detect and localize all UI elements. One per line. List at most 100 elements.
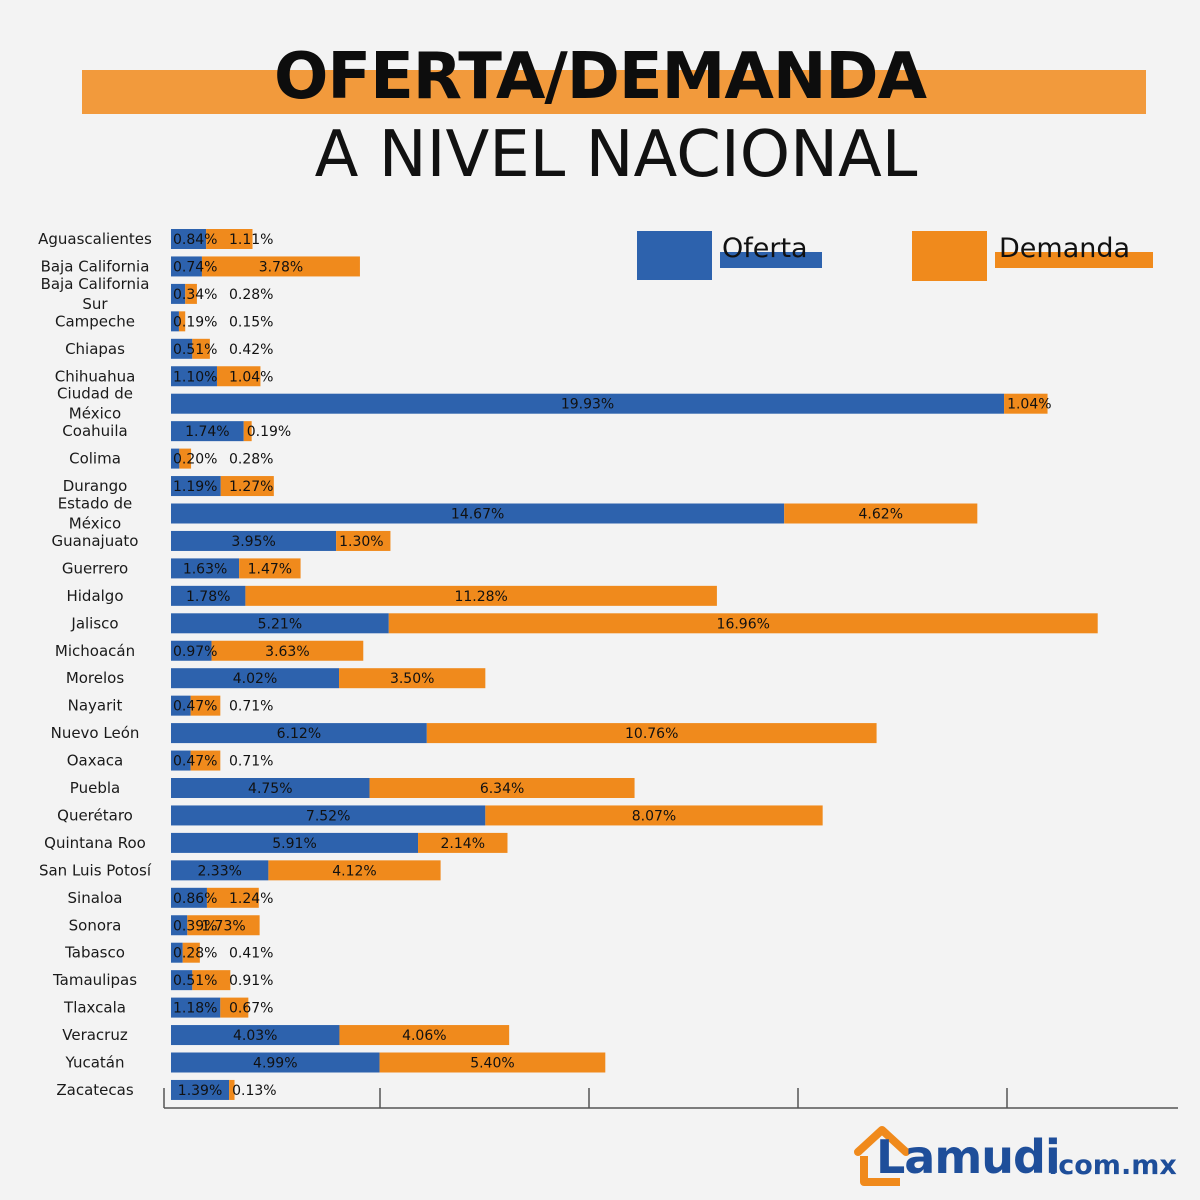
bar-oferta (171, 256, 202, 277)
legend-swatch-oferta (637, 231, 712, 280)
data-label-demanda: 0.67% (229, 1001, 273, 1017)
bar-oferta (171, 530, 337, 551)
bar-demanda (206, 229, 253, 249)
bar-oferta (171, 970, 193, 991)
bar-demanda (185, 283, 197, 304)
bar-oferta (171, 311, 179, 332)
bar-oferta (171, 1052, 380, 1073)
data-label-demanda: 10.76% (625, 726, 678, 742)
bar-oferta (171, 366, 217, 387)
data-label-demanda: 1.73% (201, 918, 245, 934)
bar-demanda (220, 997, 249, 1018)
bar-demanda (379, 1052, 606, 1073)
category-label: Campeche (55, 312, 135, 330)
data-label-demanda: 4.06% (402, 1028, 446, 1044)
category-label: Coahuila (62, 422, 127, 440)
data-label-oferta: 3.95% (231, 534, 275, 550)
data-label-demanda: 1.47% (248, 561, 292, 577)
bar-demanda (784, 503, 978, 524)
data-label-demanda: 8.07% (632, 808, 676, 824)
data-label-oferta: 4.99% (253, 1056, 297, 1072)
category-label: Yucatán (65, 1054, 125, 1072)
category-label: Guerrero (62, 559, 128, 577)
data-label-oferta: 0.20% (173, 452, 217, 468)
data-label-demanda: 11.28% (454, 589, 507, 605)
category-label: Sur (82, 295, 108, 313)
legend-underline-oferta (720, 252, 822, 268)
data-label-demanda: 0.28% (229, 452, 273, 468)
category-label: Chiapas (65, 340, 125, 358)
brand-logo: Lamudi .com.mx (852, 1120, 1182, 1190)
data-label-demanda: 1.24% (229, 891, 273, 907)
data-label-demanda: 1.30% (339, 534, 383, 550)
bar-demanda (206, 887, 259, 908)
bar-demanda (182, 942, 200, 963)
data-label-demanda: 6.34% (480, 781, 524, 797)
bar-oferta (171, 503, 785, 524)
legend-underline-demanda (995, 252, 1153, 268)
category-label: México (69, 405, 121, 423)
data-label-oferta: 1.63% (183, 561, 227, 577)
bar-oferta (171, 860, 269, 881)
bar-demanda (211, 640, 364, 661)
bar-demanda (216, 366, 261, 387)
category-label: Baja California (41, 257, 150, 275)
data-label-oferta: 14.67% (451, 507, 504, 523)
category-label: San Luis Potosí (39, 861, 152, 879)
data-label-demanda: 5.40% (470, 1056, 514, 1072)
category-label: Tamaulipas (52, 971, 137, 989)
title-band (82, 70, 1146, 114)
data-label-demanda: 0.42% (229, 342, 273, 358)
bar-demanda (192, 338, 210, 359)
data-label-demanda: 16.96% (717, 616, 770, 632)
data-label-oferta: 0.51% (173, 342, 217, 358)
data-label-oferta: 0.86% (173, 891, 217, 907)
bar-oferta (171, 585, 246, 606)
category-label: Puebla (70, 779, 120, 797)
legend-swatch-demanda (912, 231, 987, 281)
bar-oferta (171, 723, 427, 744)
bar-oferta (171, 997, 221, 1018)
data-label-oferta: 0.97% (173, 644, 217, 660)
data-label-demanda: 1.27% (229, 479, 273, 495)
bar-demanda (418, 832, 508, 853)
data-label-demanda: 4.62% (859, 507, 903, 523)
bar-demanda (1004, 393, 1048, 414)
bar-demanda (190, 695, 221, 716)
category-label: Michoacán (55, 642, 135, 660)
data-label-demanda: 0.71% (229, 699, 273, 715)
bar-oferta (171, 640, 212, 661)
bar-demanda (339, 1025, 510, 1046)
data-label-oferta: 1.18% (173, 1001, 217, 1017)
bar-demanda (245, 585, 717, 606)
category-label: Tabasco (64, 944, 125, 962)
bar-demanda (239, 558, 301, 579)
category-label: Aguascalientes (38, 230, 152, 248)
category-label: Zacatecas (56, 1081, 133, 1099)
data-label-oferta: 1.39% (178, 1083, 222, 1099)
data-label-oferta: 2.33% (197, 863, 241, 879)
bar-demanda (201, 256, 360, 277)
data-label-oferta: 5.91% (272, 836, 316, 852)
house-icon (854, 1126, 910, 1186)
bar-oferta (171, 421, 244, 442)
data-label-oferta: 0.51% (173, 973, 217, 989)
bar-demanda (220, 476, 274, 497)
data-label-demanda: 1.04% (229, 369, 273, 385)
bar-oferta (171, 283, 186, 304)
bar-demanda (369, 778, 635, 798)
category-label: Chihuahua (55, 367, 136, 385)
data-label-demanda: 0.15% (229, 314, 273, 330)
data-label-oferta: 6.12% (277, 726, 321, 742)
data-label-oferta: 7.52% (306, 808, 350, 824)
data-label-oferta: 19.93% (561, 397, 614, 413)
bar-demanda (426, 723, 877, 744)
bar-demanda (190, 750, 221, 771)
bar-oferta (171, 668, 340, 689)
category-label: Sinaloa (68, 889, 123, 907)
page-subtitle: A NIVEL NACIONAL (314, 118, 918, 192)
bar-oferta (171, 778, 370, 798)
category-label: Nuevo León (51, 724, 140, 742)
bar-demanda (268, 860, 441, 881)
